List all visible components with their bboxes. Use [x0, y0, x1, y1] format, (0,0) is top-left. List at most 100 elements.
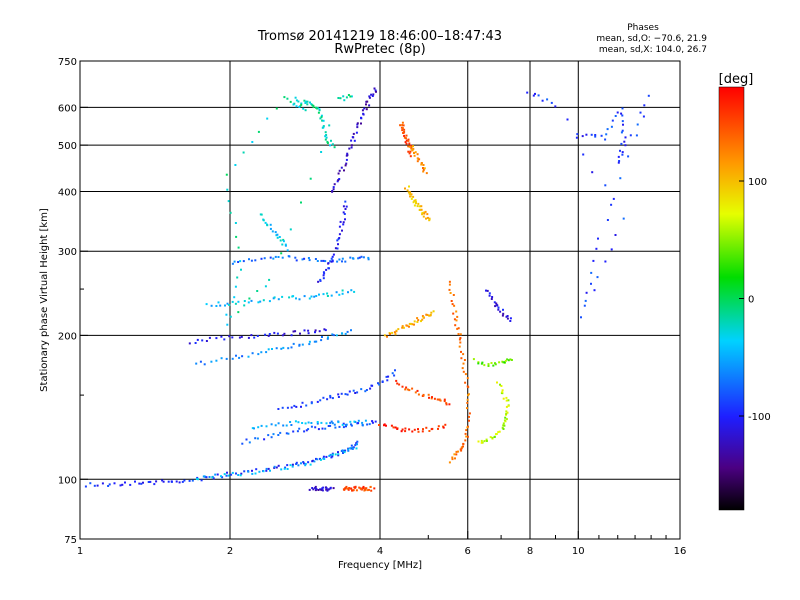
data-point: [485, 440, 488, 442]
data-point: [501, 314, 504, 317]
data-point: [295, 99, 298, 102]
chart-subtitle: RwPretec (8p): [334, 42, 425, 57]
data-point: [432, 310, 435, 313]
data-point: [454, 457, 456, 460]
data-point: [304, 102, 307, 104]
data-point: [394, 369, 396, 372]
data-point: [277, 256, 280, 258]
data-point: [300, 405, 302, 408]
data-point: [248, 297, 251, 300]
data-point: [404, 388, 407, 391]
data-point: [337, 454, 340, 457]
data-point: [422, 168, 425, 171]
data-point: [643, 104, 646, 107]
data-point: [509, 320, 512, 322]
data-point: [337, 393, 340, 396]
data-point: [493, 301, 496, 304]
data-point: [401, 385, 404, 388]
data-point: [247, 355, 250, 358]
data-point: [255, 468, 258, 471]
data-point: [408, 322, 411, 325]
data-point: [485, 438, 488, 441]
data-point: [341, 257, 344, 260]
data-point: [308, 297, 311, 300]
data-point: [411, 149, 414, 152]
data-point: [506, 317, 509, 320]
data-point: [465, 435, 468, 438]
data-point: [606, 128, 609, 131]
data-point: [308, 259, 311, 262]
data-point: [342, 223, 345, 226]
y-tick-label: 200: [58, 331, 77, 342]
data-point: [481, 361, 484, 364]
data-point: [341, 289, 344, 292]
data-point: [297, 464, 300, 467]
data-point: [322, 293, 325, 296]
data-point: [584, 299, 587, 302]
data-point: [612, 197, 615, 200]
data-point: [297, 100, 300, 103]
data-point: [354, 485, 357, 488]
data-point: [413, 152, 415, 154]
stats-x-mode: mean, sd,X: 104.0, 26.7: [599, 45, 707, 55]
data-point: [462, 353, 465, 356]
data-point: [273, 465, 276, 468]
data-point: [443, 398, 446, 401]
data-point: [619, 149, 621, 152]
data-point: [277, 464, 280, 467]
data-point: [502, 361, 505, 364]
data-point: [401, 124, 404, 126]
data-point: [353, 420, 356, 423]
data-point: [390, 424, 393, 427]
data-point: [314, 329, 317, 332]
data-point: [495, 433, 498, 435]
data-point: [329, 421, 332, 424]
data-point: [317, 111, 320, 114]
data-point: [316, 107, 319, 110]
data-point: [220, 357, 223, 360]
data-point: [425, 426, 428, 429]
data-point: [408, 428, 411, 431]
data-point: [334, 247, 337, 250]
data-point: [416, 317, 419, 320]
data-point: [275, 107, 278, 110]
data-point: [350, 146, 353, 149]
data-point: [342, 426, 345, 429]
data-point: [323, 458, 326, 460]
data-point: [140, 482, 143, 485]
stats-o-mode: mean, sd,O: −70.6, 21.9: [596, 34, 707, 44]
data-point: [321, 489, 324, 492]
data-point: [326, 337, 329, 340]
data-point: [315, 488, 318, 490]
data-point: [262, 299, 265, 302]
data-point: [330, 420, 333, 423]
data-point: [312, 488, 315, 491]
data-point: [621, 120, 624, 123]
data-point: [278, 236, 281, 238]
data-point: [604, 184, 607, 187]
data-point: [317, 280, 320, 283]
data-point: [406, 324, 409, 327]
data-point: [417, 428, 419, 431]
data-point: [546, 98, 549, 101]
data-point: [328, 124, 331, 127]
data-point: [610, 203, 613, 206]
data-point: [343, 99, 346, 102]
data-point: [477, 361, 480, 364]
data-point: [410, 193, 413, 196]
data-point: [324, 131, 327, 134]
data-point: [230, 473, 233, 476]
data-point: [438, 398, 441, 401]
data-point: [200, 479, 203, 482]
data-point: [400, 430, 403, 433]
data-point: [265, 467, 268, 470]
data-point: [332, 186, 335, 189]
data-point: [251, 352, 254, 355]
data-point: [319, 488, 322, 491]
data-point: [328, 267, 330, 270]
data-point: [458, 345, 461, 348]
data-point: [499, 310, 502, 313]
data-point: [243, 470, 246, 473]
data-point: [269, 256, 272, 259]
data-point: [322, 274, 325, 277]
